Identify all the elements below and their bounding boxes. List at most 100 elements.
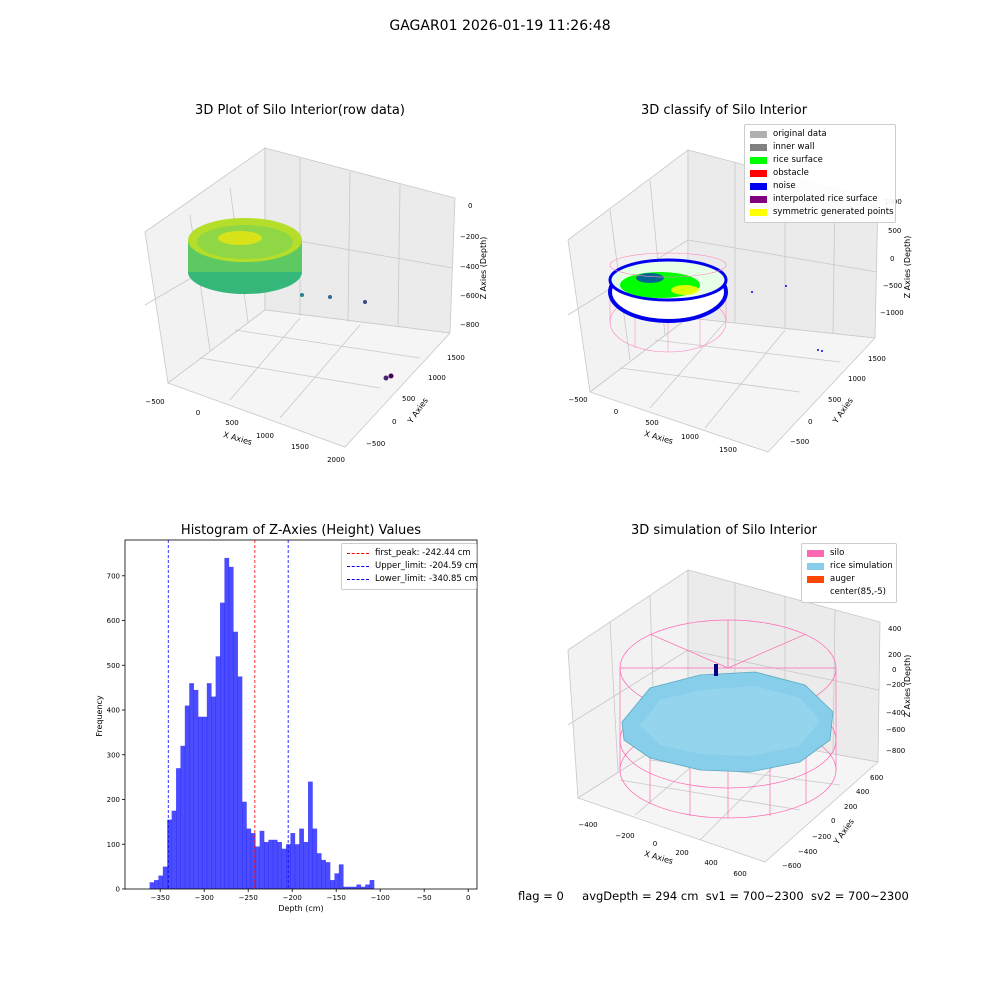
x-tick-label: −300 [195,894,214,902]
avg-depth-text: avgDepth = 294 cm [582,889,699,903]
y-tick-label: 0 [116,886,120,894]
legend-swatch [750,144,767,151]
classify-xtick: 0 [614,408,618,416]
classify-ytick: 500 [828,396,841,404]
histogram-ylabel: Frequency [95,695,104,737]
classify-ytick: 1000 [848,375,866,383]
sim-xtick: 200 [675,849,688,857]
legend-entry-original-data: original data [750,128,890,141]
histogram-bar [334,873,340,889]
histogram-bar [281,848,287,889]
histogram-bar [242,801,247,889]
histogram-bar [237,676,243,889]
histogram-bar [211,696,216,889]
classify-ztick: 0 [890,255,894,263]
histogram-bar [189,683,194,889]
legend-swatch [750,170,767,177]
x-tick-label: −100 [371,894,390,902]
histogram-bar [321,859,326,889]
raw-zlabel: Z Axies (Depth) [479,237,488,300]
legend-entry-symmetric: symmetric generated points [750,206,894,219]
histogram-bar [158,875,164,889]
raw-ytick: 1000 [428,374,446,382]
histogram-bar [228,566,234,889]
x-tick-label: −200 [283,894,302,902]
legend-swatch [807,576,824,583]
sim-xtick: −400 [578,821,597,829]
histogram-bar [338,864,344,889]
sim-ztick: −600 [886,726,905,734]
raw-ytick: 0 [392,418,396,426]
histogram-bar [325,862,331,889]
legend-line [347,579,369,580]
raw-xtick: 1000 [256,432,274,440]
histogram-bar [352,886,357,889]
legend-entry-upper-limit: Upper_limit: -204.59 cm [347,560,478,573]
raw-ticks: −500 0 500 1000 1500 2000 −500 0 500 100… [145,202,479,464]
legend-swatch [750,131,767,138]
x-tick-label: −150 [327,894,346,902]
histogram-bar [233,631,238,889]
raw-ztick: −600 [460,292,479,300]
legend-entry-center: center(85,-5) [807,586,891,599]
histogram-bar [360,886,366,889]
histogram-bar [299,828,304,889]
sim-xtick: −200 [615,832,634,840]
histogram-bar [316,853,322,889]
histogram-bar [343,886,348,889]
legend-entry-inner-wall: inner wall [750,141,890,154]
classify-ztick: 500 [888,227,901,235]
sim-ztick: 400 [888,625,901,633]
histogram-bar [202,716,208,889]
histogram-xticks: −350 −300 −250 −200 −150 −100 −50 0 [151,889,470,902]
classify-xtick: −500 [568,396,587,404]
simulation-3d-plot: −400 −200 0 200 400 600 −600 −400 −200 0… [567,569,912,878]
sim-zlabel: Z Axies (Depth) [903,655,912,718]
histogram-bar [246,828,252,889]
sv1-text: sv1 = 700~2300 [705,889,804,903]
classify-ytick: −500 [790,438,809,446]
histogram-bar [259,830,265,889]
histogram-bar [193,689,199,889]
sim-ytick: 0 [831,817,835,825]
histogram-bar [308,781,313,889]
legend-swatch [807,589,824,596]
sim-xtick: 600 [733,870,746,878]
raw-ytick: 500 [402,395,415,403]
x-tick-label: −50 [417,894,432,902]
histogram-bar [149,882,155,889]
sim-xtick: 400 [704,859,717,867]
histogram-yticks: 0 100 200 300 400 500 600 700 [107,572,125,894]
histogram-bar [294,844,300,889]
legend-swatch [807,563,824,570]
histogram-bar [180,745,186,889]
legend-line [347,553,369,554]
raw-panel-title: 3D Plot of Silo Interior(row data) [195,103,405,118]
sim-ytick: −600 [782,862,801,870]
raw-3d-plot: −500 0 500 1000 1500 2000 −500 0 500 100… [144,147,488,464]
histogram-legend: first_peak: -242.44 cm Upper_limit: -204… [341,543,478,590]
raw-xtick: 500 [225,419,238,427]
histogram-bar [277,842,282,889]
sim-ztick: −400 [886,709,905,717]
classify-ticks: −500 0 500 1000 1500 −500 0 500 1000 150… [568,198,903,454]
raw-ytick: 1500 [447,354,465,362]
histogram-threshold-lines [167,540,289,889]
classify-ytick: 0 [808,418,812,426]
histogram-bar [290,833,296,889]
histogram-bar [303,842,309,889]
histogram-axes-frame [124,539,478,890]
sim-ytick: 200 [844,803,857,811]
histogram-bar [356,884,362,889]
y-tick-label: 600 [107,617,120,625]
legend-entry-rice-simulation: rice simulation [807,560,893,573]
legend-entry-lower-limit: Lower_limit: -340.85 cm [347,573,477,586]
simulation-panel-title: 3D simulation of Silo Interior [631,523,817,538]
histogram-xlabel: Depth (cm) [278,904,323,913]
histogram-bar [250,833,256,889]
figure-title: GAGAR01 2026-01-19 11:26:48 [389,18,611,34]
raw-ztick: −400 [460,263,479,271]
raw-xlabel: X Axies [222,430,253,447]
simulation-rice-surface [621,664,834,773]
histogram-bar [206,683,212,889]
